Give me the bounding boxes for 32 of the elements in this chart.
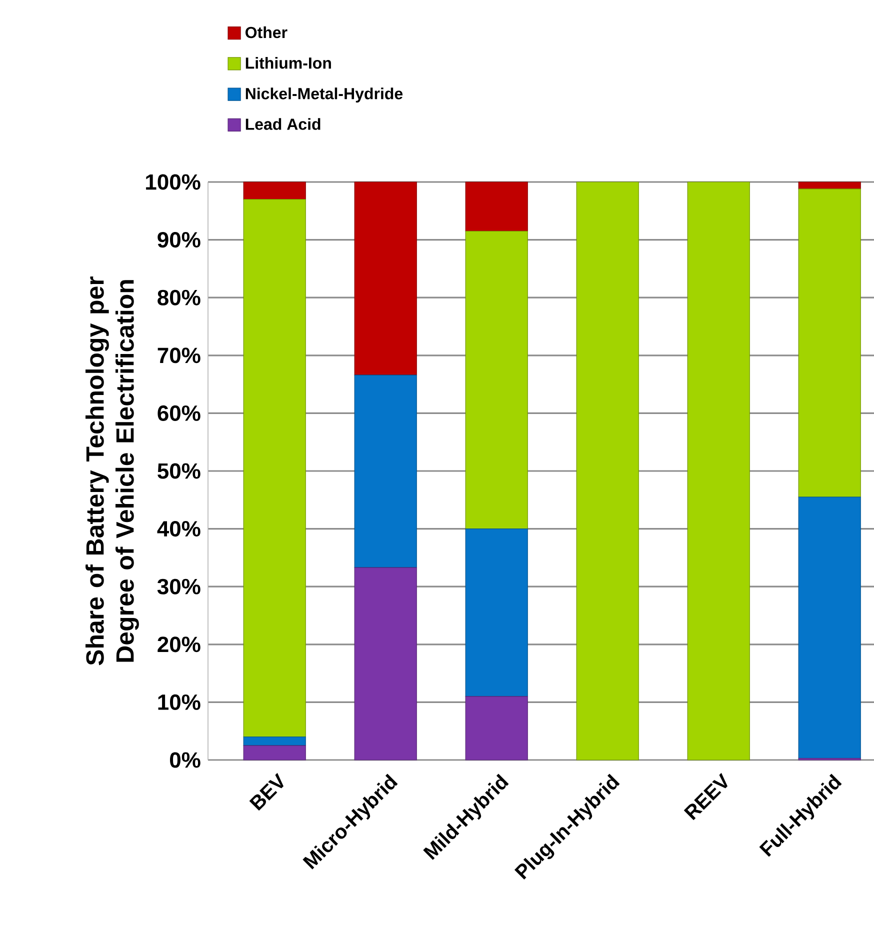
y-tick-label: 90% bbox=[158, 232, 200, 248]
bar bbox=[465, 696, 528, 760]
bar bbox=[243, 182, 306, 200]
bar bbox=[243, 736, 306, 746]
bar bbox=[354, 374, 417, 568]
bar bbox=[798, 188, 861, 498]
bar bbox=[465, 528, 528, 697]
bar bbox=[243, 199, 306, 738]
bar bbox=[243, 745, 306, 760]
bar bbox=[687, 182, 750, 760]
y-tick-label: 70% bbox=[158, 348, 200, 364]
bar bbox=[465, 230, 528, 530]
y-tick-label: 20% bbox=[158, 636, 200, 652]
legend-label: Nickel-Metal-Hydride bbox=[246, 88, 403, 102]
y-tick-label: 60% bbox=[158, 405, 200, 421]
bar bbox=[798, 496, 861, 759]
y-tick-label: 80% bbox=[158, 290, 200, 306]
y-tick-label: 100% bbox=[146, 174, 200, 190]
bar bbox=[798, 182, 861, 190]
y-tick-label: 40% bbox=[157, 521, 200, 537]
bar bbox=[465, 182, 528, 232]
legend-label: Lithium-Ion bbox=[246, 56, 331, 69]
y-tick-label: 10% bbox=[158, 694, 200, 710]
y-axis-title: Share of Battery Technology per Degree of Vehicle Electrification bbox=[86, 276, 139, 666]
legend-label: Lead Acid bbox=[246, 118, 320, 130]
bar bbox=[354, 182, 417, 376]
bar bbox=[576, 182, 639, 760]
y-tick-label: 0% bbox=[170, 752, 200, 768]
bar bbox=[354, 567, 417, 760]
y-tick-label: 50% bbox=[158, 463, 200, 479]
legend-label: Other bbox=[246, 26, 288, 38]
y-tick-label: 30% bbox=[157, 578, 200, 594]
